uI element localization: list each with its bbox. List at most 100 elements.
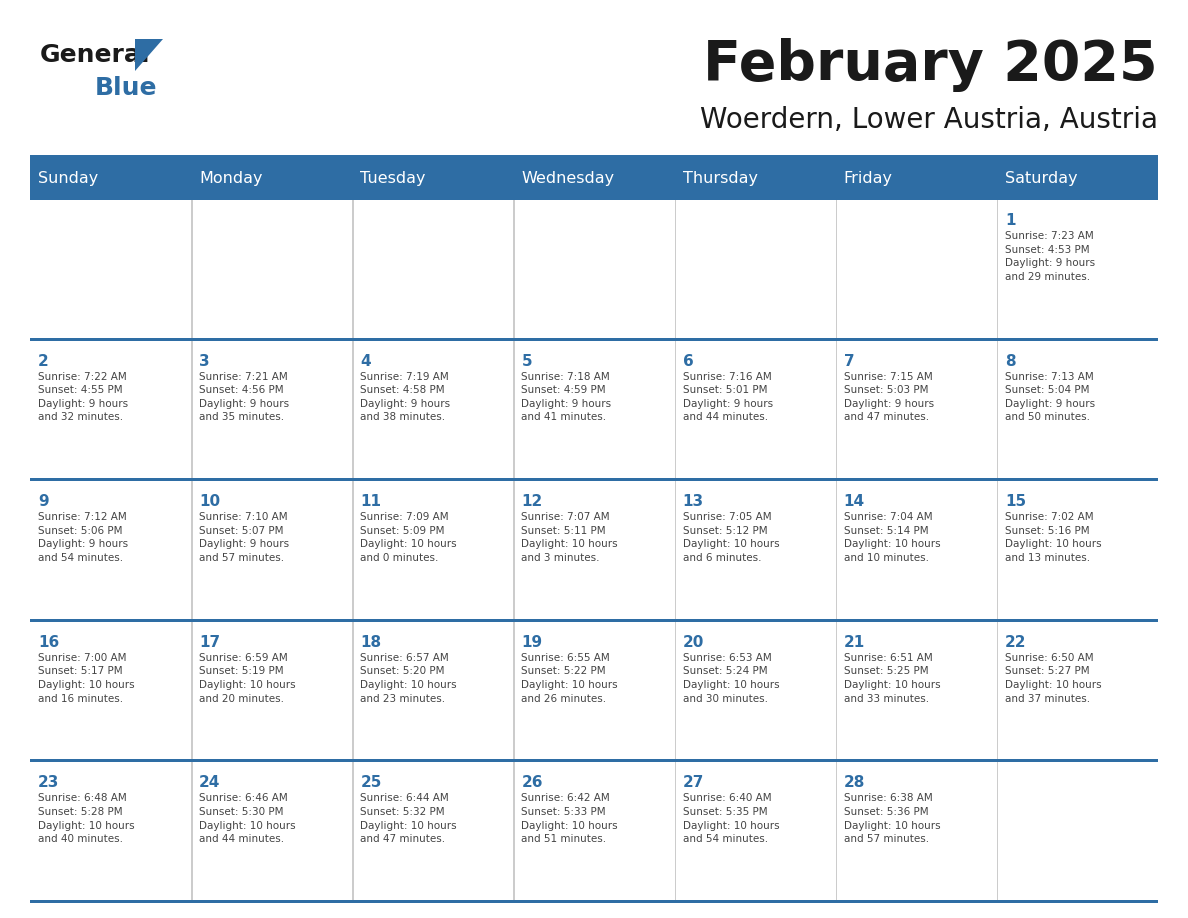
Text: Sunrise: 6:51 AM
Sunset: 5:25 PM
Daylight: 10 hours
and 33 minutes.: Sunrise: 6:51 AM Sunset: 5:25 PM Dayligh… [843,653,941,703]
Text: General: General [40,43,151,67]
Text: Sunrise: 7:13 AM
Sunset: 5:04 PM
Daylight: 9 hours
and 50 minutes.: Sunrise: 7:13 AM Sunset: 5:04 PM Dayligh… [1005,372,1095,422]
Text: 13: 13 [683,494,703,509]
Bar [191,621,192,759]
Text: 27: 27 [683,776,704,790]
Bar [835,341,838,478]
Text: Sunrise: 6:38 AM
Sunset: 5:36 PM
Daylight: 10 hours
and 57 minutes.: Sunrise: 6:38 AM Sunset: 5:36 PM Dayligh… [843,793,941,845]
Bar [835,341,997,478]
Text: Saturday: Saturday [1005,171,1078,185]
Text: Sunrise: 7:22 AM
Sunset: 4:55 PM
Daylight: 9 hours
and 32 minutes.: Sunrise: 7:22 AM Sunset: 4:55 PM Dayligh… [38,372,128,422]
Bar [835,763,838,900]
Bar [513,481,514,619]
Bar [997,481,998,619]
Bar [997,763,1158,900]
Text: 5: 5 [522,353,532,369]
Bar [191,341,353,478]
Bar [997,200,1158,338]
Text: Sunrise: 6:53 AM
Sunset: 5:24 PM
Daylight: 10 hours
and 30 minutes.: Sunrise: 6:53 AM Sunset: 5:24 PM Dayligh… [683,653,779,703]
Bar [997,621,1158,759]
Text: February 2025: February 2025 [703,38,1158,92]
Text: 6: 6 [683,353,694,369]
Bar [513,621,514,759]
Text: 26: 26 [522,776,543,790]
Bar [835,481,997,619]
Text: 24: 24 [200,776,221,790]
Text: 28: 28 [843,776,865,790]
Bar [353,481,354,619]
Text: Sunrise: 7:12 AM
Sunset: 5:06 PM
Daylight: 9 hours
and 54 minutes.: Sunrise: 7:12 AM Sunset: 5:06 PM Dayligh… [38,512,128,563]
Bar [513,200,514,338]
Bar [353,341,513,478]
Bar [30,763,191,900]
Text: 2: 2 [38,353,49,369]
Bar [675,621,835,759]
Bar [353,200,354,338]
Bar [997,621,998,759]
Bar [353,621,354,759]
Bar [513,341,675,478]
Text: Sunrise: 7:21 AM
Sunset: 4:56 PM
Daylight: 9 hours
and 35 minutes.: Sunrise: 7:21 AM Sunset: 4:56 PM Dayligh… [200,372,289,422]
Bar [191,341,192,478]
Text: Sunrise: 6:46 AM
Sunset: 5:30 PM
Daylight: 10 hours
and 44 minutes.: Sunrise: 6:46 AM Sunset: 5:30 PM Dayligh… [200,793,296,845]
Text: Blue: Blue [95,76,158,100]
Bar [191,621,353,759]
Bar [675,481,835,619]
Text: 15: 15 [1005,494,1026,509]
Bar [675,200,835,338]
Bar [835,763,997,900]
Bar [353,200,513,338]
Text: 16: 16 [38,635,59,650]
Bar [997,341,998,478]
Bar [675,621,676,759]
Text: Sunrise: 7:05 AM
Sunset: 5:12 PM
Daylight: 10 hours
and 6 minutes.: Sunrise: 7:05 AM Sunset: 5:12 PM Dayligh… [683,512,779,563]
Text: Sunrise: 6:42 AM
Sunset: 5:33 PM
Daylight: 10 hours
and 51 minutes.: Sunrise: 6:42 AM Sunset: 5:33 PM Dayligh… [522,793,618,845]
Bar [675,341,835,478]
Text: Tuesday: Tuesday [360,171,425,185]
Text: 9: 9 [38,494,49,509]
Text: 25: 25 [360,776,381,790]
Bar [513,763,514,900]
Text: 4: 4 [360,353,371,369]
Bar [30,900,1158,903]
Text: Sunrise: 7:23 AM
Sunset: 4:53 PM
Daylight: 9 hours
and 29 minutes.: Sunrise: 7:23 AM Sunset: 4:53 PM Dayligh… [1005,231,1095,282]
Bar [191,481,353,619]
Bar [997,200,998,338]
Text: 20: 20 [683,635,704,650]
Bar [675,341,676,478]
Bar [835,621,997,759]
Polygon shape [135,39,163,71]
Text: Sunrise: 7:07 AM
Sunset: 5:11 PM
Daylight: 10 hours
and 3 minutes.: Sunrise: 7:07 AM Sunset: 5:11 PM Dayligh… [522,512,618,563]
Text: 21: 21 [843,635,865,650]
Bar [30,481,191,619]
Bar [30,159,1158,197]
Bar [30,200,191,338]
Bar [30,478,1158,481]
Bar [30,621,191,759]
Text: Sunrise: 6:40 AM
Sunset: 5:35 PM
Daylight: 10 hours
and 54 minutes.: Sunrise: 6:40 AM Sunset: 5:35 PM Dayligh… [683,793,779,845]
Text: 7: 7 [843,353,854,369]
Text: Sunrise: 6:57 AM
Sunset: 5:20 PM
Daylight: 10 hours
and 23 minutes.: Sunrise: 6:57 AM Sunset: 5:20 PM Dayligh… [360,653,457,703]
Bar [997,763,998,900]
Text: Sunday: Sunday [38,171,99,185]
Text: 18: 18 [360,635,381,650]
Bar [30,197,1158,200]
Text: 10: 10 [200,494,220,509]
Bar [30,338,1158,341]
Text: 23: 23 [38,776,59,790]
Text: Sunrise: 6:55 AM
Sunset: 5:22 PM
Daylight: 10 hours
and 26 minutes.: Sunrise: 6:55 AM Sunset: 5:22 PM Dayligh… [522,653,618,703]
Bar [513,621,675,759]
Text: Sunrise: 7:16 AM
Sunset: 5:01 PM
Daylight: 9 hours
and 44 minutes.: Sunrise: 7:16 AM Sunset: 5:01 PM Dayligh… [683,372,772,422]
Text: 19: 19 [522,635,543,650]
Bar [675,763,676,900]
Text: Sunrise: 7:02 AM
Sunset: 5:16 PM
Daylight: 10 hours
and 13 minutes.: Sunrise: 7:02 AM Sunset: 5:16 PM Dayligh… [1005,512,1101,563]
Bar [30,759,1158,763]
Bar [353,621,513,759]
Bar [191,200,353,338]
Text: Sunrise: 7:18 AM
Sunset: 4:59 PM
Daylight: 9 hours
and 41 minutes.: Sunrise: 7:18 AM Sunset: 4:59 PM Dayligh… [522,372,612,422]
Text: Sunrise: 7:00 AM
Sunset: 5:17 PM
Daylight: 10 hours
and 16 minutes.: Sunrise: 7:00 AM Sunset: 5:17 PM Dayligh… [38,653,134,703]
Text: 17: 17 [200,635,220,650]
Bar [191,200,192,338]
Text: Sunrise: 6:50 AM
Sunset: 5:27 PM
Daylight: 10 hours
and 37 minutes.: Sunrise: 6:50 AM Sunset: 5:27 PM Dayligh… [1005,653,1101,703]
Bar [835,200,838,338]
Text: Sunrise: 6:44 AM
Sunset: 5:32 PM
Daylight: 10 hours
and 47 minutes.: Sunrise: 6:44 AM Sunset: 5:32 PM Dayligh… [360,793,457,845]
